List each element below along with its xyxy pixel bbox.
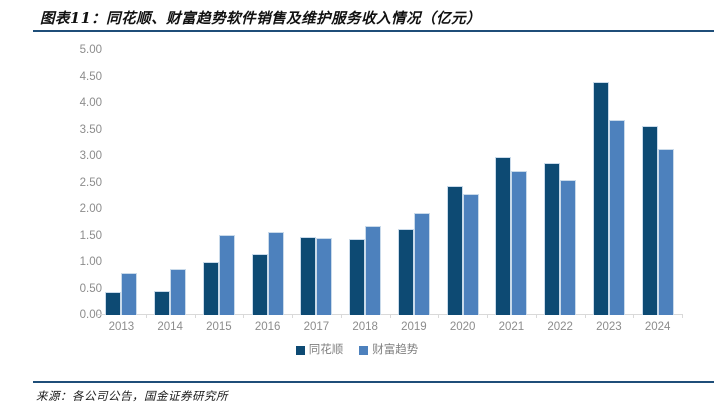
bar-财富趋势-2020 xyxy=(462,194,479,315)
bar-财富趋势-2022 xyxy=(560,179,577,315)
x-axis-tick-mark xyxy=(389,314,391,318)
x-axis-tick-mark xyxy=(292,314,293,318)
bar-财富趋势-2023 xyxy=(608,120,625,315)
bar-同花顺-2023 xyxy=(592,81,609,315)
bar-财富趋势-2024 xyxy=(657,148,674,315)
bar-财富趋势-2015 xyxy=(218,234,235,315)
y-axis-tick-label: 3.00 xyxy=(79,150,102,162)
bar-同花顺-2024 xyxy=(641,125,658,315)
x-axis-tick-mark xyxy=(340,314,342,318)
bar-财富趋势-2021 xyxy=(511,170,528,315)
x-axis-tick-mark xyxy=(145,314,147,318)
x-axis-label-2024: 2024 xyxy=(644,321,671,333)
x-axis-label-2015: 2015 xyxy=(206,321,232,333)
bar-plot-area xyxy=(105,81,674,315)
bar-财富趋势-2018 xyxy=(365,225,382,315)
legend-swatch-icon xyxy=(359,345,369,355)
y-axis-tick-label: 0.00 xyxy=(79,309,102,321)
y-axis-tick-label: 2.00 xyxy=(79,203,102,215)
source-note: 来源：各公司公告，国金证券研究所 xyxy=(36,389,228,403)
x-axis-tick-mark xyxy=(633,314,635,318)
bar-同花顺-2017 xyxy=(300,236,317,315)
bar-财富趋势-2014 xyxy=(170,269,187,315)
bar-同花顺-2015 xyxy=(202,262,219,315)
x-axis-label-2017: 2017 xyxy=(303,321,330,333)
x-axis-tick-mark xyxy=(487,314,488,318)
x-axis-tick-mark xyxy=(194,314,196,318)
x-axis-label-2021: 2021 xyxy=(498,321,525,333)
bar-同花顺-2020 xyxy=(446,185,463,315)
y-axis-tick-label: 4.50 xyxy=(79,70,102,83)
y-axis-tick-label: 5.00 xyxy=(79,44,102,56)
x-axis-label-2019: 2019 xyxy=(401,321,427,333)
x-axis-tick-mark xyxy=(535,314,537,318)
legend-item-同花顺: 同花顺 xyxy=(295,344,344,356)
x-axis-tick-mark xyxy=(438,314,440,318)
x-axis-label-2020: 2020 xyxy=(449,321,476,333)
bar-财富趋势-2016 xyxy=(267,232,284,315)
bar-财富趋势-2013 xyxy=(121,273,138,315)
legend-label: 财富趋势 xyxy=(372,344,419,356)
x-axis-label-2014: 2014 xyxy=(157,321,183,333)
bar-同花顺-2016 xyxy=(251,254,268,315)
legend-label: 同花顺 xyxy=(308,344,344,356)
x-axis-tick-mark xyxy=(243,314,245,318)
chart-title: 图表11：同花顺、财富趋势软件销售及维护服务收入情况（亿元） xyxy=(40,10,482,27)
chart-legend: 同花顺 财富趋势 xyxy=(0,344,714,356)
footer-divider xyxy=(33,381,714,383)
title-divider xyxy=(33,30,714,32)
x-axis-tick-mark xyxy=(97,314,98,318)
x-axis-tick-mark xyxy=(584,314,586,318)
x-axis-tick-mark xyxy=(682,314,683,318)
y-axis-tick-label: 1.50 xyxy=(79,229,102,242)
legend-swatch-icon xyxy=(295,345,305,355)
y-axis-tick-label: 2.50 xyxy=(79,176,102,189)
x-axis-label-2023: 2023 xyxy=(596,321,622,333)
bar-同花顺-2013 xyxy=(105,291,122,315)
bar-财富趋势-2017 xyxy=(316,238,333,315)
x-axis-label-2018: 2018 xyxy=(352,321,378,333)
legend-item-财富趋势: 财富趋势 xyxy=(359,344,418,356)
x-axis-label-2016: 2016 xyxy=(254,321,281,333)
x-axis-label-2013: 2013 xyxy=(108,321,135,333)
y-axis-tick-label: 0.50 xyxy=(79,282,102,295)
bar-同花顺-2021 xyxy=(495,157,512,315)
x-axis-label-2022: 2022 xyxy=(547,321,573,333)
bar-同花顺-2019 xyxy=(397,229,414,315)
y-axis-tick-label: 4.00 xyxy=(79,97,102,109)
y-axis-tick-label: 1.00 xyxy=(79,256,102,268)
bar-同花顺-2018 xyxy=(349,239,366,315)
bar-同花顺-2022 xyxy=(544,163,561,315)
bar-同花顺-2014 xyxy=(154,290,171,315)
y-axis-tick-label: 3.50 xyxy=(79,123,102,136)
bar-财富趋势-2019 xyxy=(413,213,430,315)
